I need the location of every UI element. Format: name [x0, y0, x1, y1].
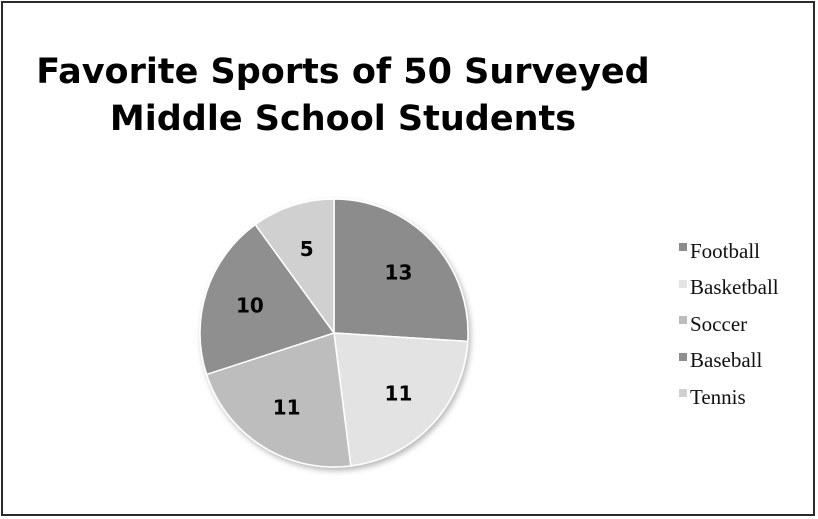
legend-item-baseball: Baseball — [679, 343, 813, 380]
pie-slice-basketball — [333, 332, 469, 467]
data-label-basketball: 11 — [385, 382, 413, 406]
legend-item-basketball: Basketball — [679, 270, 813, 307]
legend-label: Soccer — [690, 311, 748, 336]
legend-swatch-icon — [679, 352, 687, 361]
legend-swatch-icon — [679, 279, 687, 288]
legend: Football Basketball Soccer Baseball Tenn… — [679, 233, 813, 416]
pie-chart: 13 11 11 10 5 — [199, 198, 469, 468]
legend-item-football: Football — [679, 233, 813, 270]
data-label-soccer: 11 — [273, 396, 301, 420]
legend-label: Basketball — [690, 275, 779, 300]
legend-label: Football — [690, 238, 761, 263]
legend-item-soccer: Soccer — [679, 306, 813, 343]
pie-slice-tennis — [254, 198, 335, 336]
legend-item-tennis: Tennis — [679, 379, 813, 416]
legend-swatch-icon — [679, 243, 687, 252]
legend-swatch-icon — [679, 389, 687, 398]
data-label-tennis: 5 — [300, 237, 314, 261]
data-label-football: 13 — [385, 260, 413, 284]
pie-slice-football — [333, 198, 469, 343]
chart-title: Favorite Sports of 50 Surveyed Middle Sc… — [36, 52, 650, 139]
legend-label: Tennis — [690, 384, 746, 409]
pie-slices — [199, 198, 469, 468]
pie-data-labels: 13 11 11 10 5 — [236, 237, 412, 420]
data-label-baseball: 10 — [236, 294, 264, 318]
pie-slice-baseball — [199, 223, 336, 376]
legend-label: Baseball — [690, 348, 763, 373]
pie-slice-soccer — [205, 332, 352, 468]
legend-swatch-icon — [679, 316, 687, 325]
